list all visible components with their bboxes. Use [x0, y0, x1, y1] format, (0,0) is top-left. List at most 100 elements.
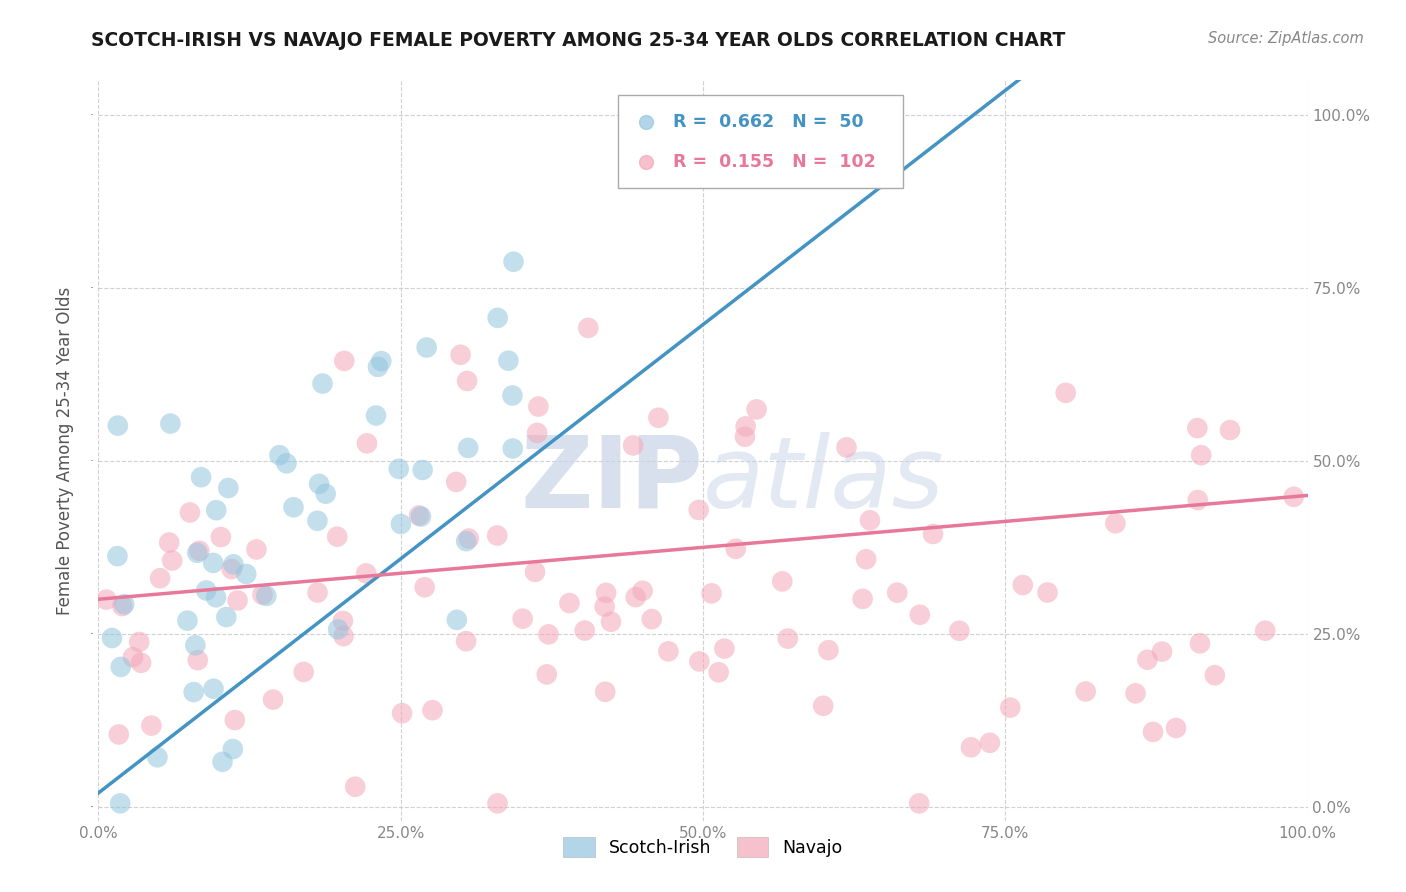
Point [356, 436, 378, 450]
Legend: Scotch-Irish, Navajo: Scotch-Irish, Navajo [557, 830, 849, 863]
Point [245, 542, 267, 557]
Point [770, 574, 793, 589]
Point [235, 566, 257, 581]
Text: SCOTCH-IRISH VS NAVAJO FEMALE POVERTY AMONG 25-34 YEAR OLDS CORRELATION CHART: SCOTCH-IRISH VS NAVAJO FEMALE POVERTY AM… [91, 31, 1066, 50]
Point [979, 736, 1001, 750]
Point [1054, 385, 1077, 400]
Point [391, 706, 413, 721]
Y-axis label: Female Poverty Among 25-34 Year Olds: Female Poverty Among 25-34 Year Olds [56, 286, 73, 615]
Point [631, 583, 654, 598]
Point [415, 341, 437, 355]
Point [195, 583, 218, 598]
Point [501, 388, 523, 402]
Point [1000, 700, 1022, 714]
Point [640, 612, 662, 626]
Point [146, 750, 169, 764]
Point [456, 374, 478, 388]
Point [252, 588, 274, 602]
Point [101, 631, 124, 645]
Point [222, 742, 245, 756]
Point [188, 543, 211, 558]
Point [96, 592, 118, 607]
Point [211, 755, 233, 769]
Point [486, 528, 509, 542]
Point [111, 599, 134, 613]
Point [688, 503, 710, 517]
Text: Source: ZipAtlas.com: Source: ZipAtlas.com [1208, 31, 1364, 46]
Point [222, 558, 245, 572]
Point [332, 629, 354, 643]
Point [776, 632, 799, 646]
Point [498, 353, 520, 368]
Point [1125, 686, 1147, 700]
Point [1204, 668, 1226, 682]
Point [202, 681, 225, 696]
Point [526, 425, 548, 440]
Point [1104, 516, 1126, 531]
Point [1219, 423, 1241, 437]
Point [1074, 684, 1097, 698]
Point [422, 703, 444, 717]
Point [412, 463, 434, 477]
Point [700, 163, 723, 178]
Point [209, 530, 232, 544]
Point [276, 456, 298, 470]
Point [734, 430, 756, 444]
Point [141, 718, 163, 732]
Point [922, 527, 945, 541]
Point [855, 552, 877, 566]
Point [187, 653, 209, 667]
Point [524, 565, 547, 579]
Point [333, 354, 356, 368]
Point [215, 610, 238, 624]
Point [107, 549, 129, 563]
Point [486, 797, 509, 811]
Point [558, 596, 581, 610]
Point [1164, 721, 1187, 735]
Point [202, 556, 225, 570]
Point [908, 797, 931, 811]
Point [176, 614, 198, 628]
Point [908, 607, 931, 622]
Point [413, 580, 436, 594]
Point [408, 508, 430, 523]
Point [364, 409, 387, 423]
Point [311, 376, 333, 391]
Point [110, 797, 132, 811]
Point [502, 254, 524, 268]
Point [205, 503, 228, 517]
Point [835, 441, 858, 455]
Point [595, 685, 617, 699]
Point [388, 462, 411, 476]
Point [409, 509, 432, 524]
Point [315, 486, 337, 500]
Point [948, 624, 970, 638]
Point [624, 590, 647, 604]
Point [502, 442, 524, 456]
Point [1142, 725, 1164, 739]
Point [636, 147, 658, 161]
Point [110, 660, 132, 674]
Point [707, 665, 730, 680]
Point [292, 665, 315, 679]
Point [262, 692, 284, 706]
Point [647, 410, 669, 425]
Text: R =  0.662   N =  50: R = 0.662 N = 50 [672, 113, 863, 131]
Point [205, 591, 228, 605]
Point [307, 585, 329, 599]
Point [456, 634, 478, 648]
Point [389, 516, 412, 531]
Text: R =  0.155   N =  102: R = 0.155 N = 102 [672, 153, 876, 170]
Point [254, 589, 277, 603]
Point [157, 535, 180, 549]
Point [960, 740, 983, 755]
Point [636, 184, 658, 198]
Text: ZIP: ZIP [520, 432, 703, 529]
Point [486, 310, 509, 325]
Point [112, 597, 135, 611]
Point [149, 571, 172, 585]
Point [1189, 448, 1212, 462]
Point [107, 727, 129, 741]
Point [745, 402, 768, 417]
Point [354, 566, 377, 581]
